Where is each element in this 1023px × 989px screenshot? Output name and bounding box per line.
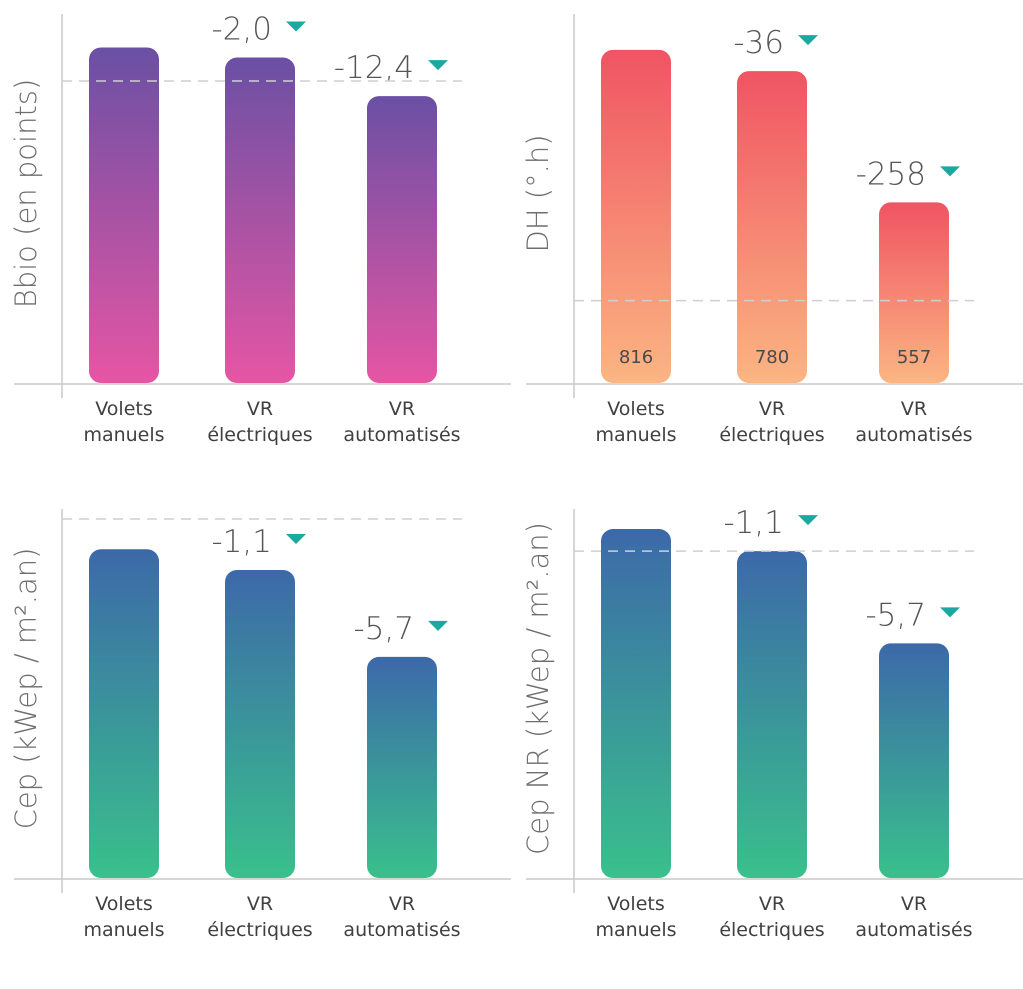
delta-label: -5,7	[866, 597, 927, 633]
chart-dh: DH (°.h) 816 Volets manuels 780 -36 VR électriq…	[512, 0, 1023, 494]
bar	[89, 47, 159, 383]
category-label: électriques	[719, 424, 824, 446]
category-label: automatisés	[343, 919, 460, 941]
down-arrow-icon	[798, 35, 818, 46]
category-label: Volets	[607, 893, 664, 915]
y-axis-label: Cep NR (kWep / m².an)	[521, 522, 555, 855]
category-label: automatisés	[343, 424, 460, 446]
bar-value-label: 816	[619, 347, 653, 368]
category-label: VR	[901, 893, 927, 915]
bar	[367, 96, 437, 384]
down-arrow-icon	[428, 60, 448, 71]
delta-label: -1,1	[724, 505, 785, 541]
category-label: manuels	[83, 919, 164, 941]
down-arrow-icon	[428, 620, 448, 631]
category-label: VR	[759, 398, 785, 420]
chart-dh-svg: DH (°.h) 816 Volets manuels 780 -36 VR électriq…	[521, 14, 1023, 446]
chart-cep-nr-svg: Cep NR (kWep / m².an) Volets manuels -1,1 VR…	[521, 505, 1023, 941]
chart-cep-svg: Cep (kWep / m².an) Volets manuels -1,1 VR éle…	[9, 509, 511, 941]
delta-label: -36	[733, 25, 784, 61]
down-arrow-icon	[286, 21, 306, 32]
bar	[225, 57, 295, 384]
y-axis-label: Cep (kWep / m².an)	[9, 548, 43, 830]
y-axis-label: Bbio (en points)	[9, 79, 43, 309]
delta-label: -1,1	[212, 524, 273, 560]
y-axis-label: DH (°.h)	[521, 134, 555, 252]
down-arrow-icon	[940, 607, 960, 618]
bar	[737, 551, 807, 878]
category-label: électriques	[719, 919, 824, 941]
category-label: électriques	[207, 919, 312, 941]
delta-label: -2,0	[212, 12, 273, 48]
bar-value-label: 557	[897, 347, 931, 368]
bar	[737, 71, 807, 383]
chart-bbio: Bbio (en points) Volets manuels -2,0 VR élect…	[0, 0, 511, 494]
category-label: Volets	[95, 398, 152, 420]
bar	[601, 529, 671, 878]
category-label: VR	[389, 893, 415, 915]
bar	[601, 49, 671, 383]
chart-cep-nr: Cep NR (kWep / m².an) Volets manuels -1,1 VR…	[512, 495, 1023, 989]
bar-value-label: 780	[755, 347, 789, 368]
bar	[879, 202, 949, 383]
category-label: VR	[759, 893, 785, 915]
category-label: VR	[247, 893, 273, 915]
down-arrow-icon	[798, 515, 818, 526]
bar	[879, 643, 949, 878]
bar	[225, 570, 295, 878]
category-label: manuels	[83, 424, 164, 446]
category-label: manuels	[595, 424, 676, 446]
delta-label: -12,4	[334, 50, 414, 86]
bar	[367, 656, 437, 878]
category-label: automatisés	[855, 919, 972, 941]
chart-cep: Cep (kWep / m².an) Volets manuels -1,1 VR éle…	[0, 495, 511, 989]
category-label: VR	[389, 398, 415, 420]
down-arrow-icon	[286, 534, 306, 545]
category-label: manuels	[595, 919, 676, 941]
category-label: VR	[247, 398, 273, 420]
delta-label: -258	[856, 156, 926, 192]
category-label: électriques	[207, 424, 312, 446]
category-label: VR	[901, 398, 927, 420]
category-label: Volets	[607, 398, 664, 420]
category-label: Volets	[95, 893, 152, 915]
delta-label: -5,7	[354, 611, 415, 647]
down-arrow-icon	[940, 166, 960, 177]
bar	[89, 549, 159, 878]
category-label: automatisés	[855, 424, 972, 446]
chart-bbio-svg: Bbio (en points) Volets manuels -2,0 VR élect…	[9, 12, 511, 446]
